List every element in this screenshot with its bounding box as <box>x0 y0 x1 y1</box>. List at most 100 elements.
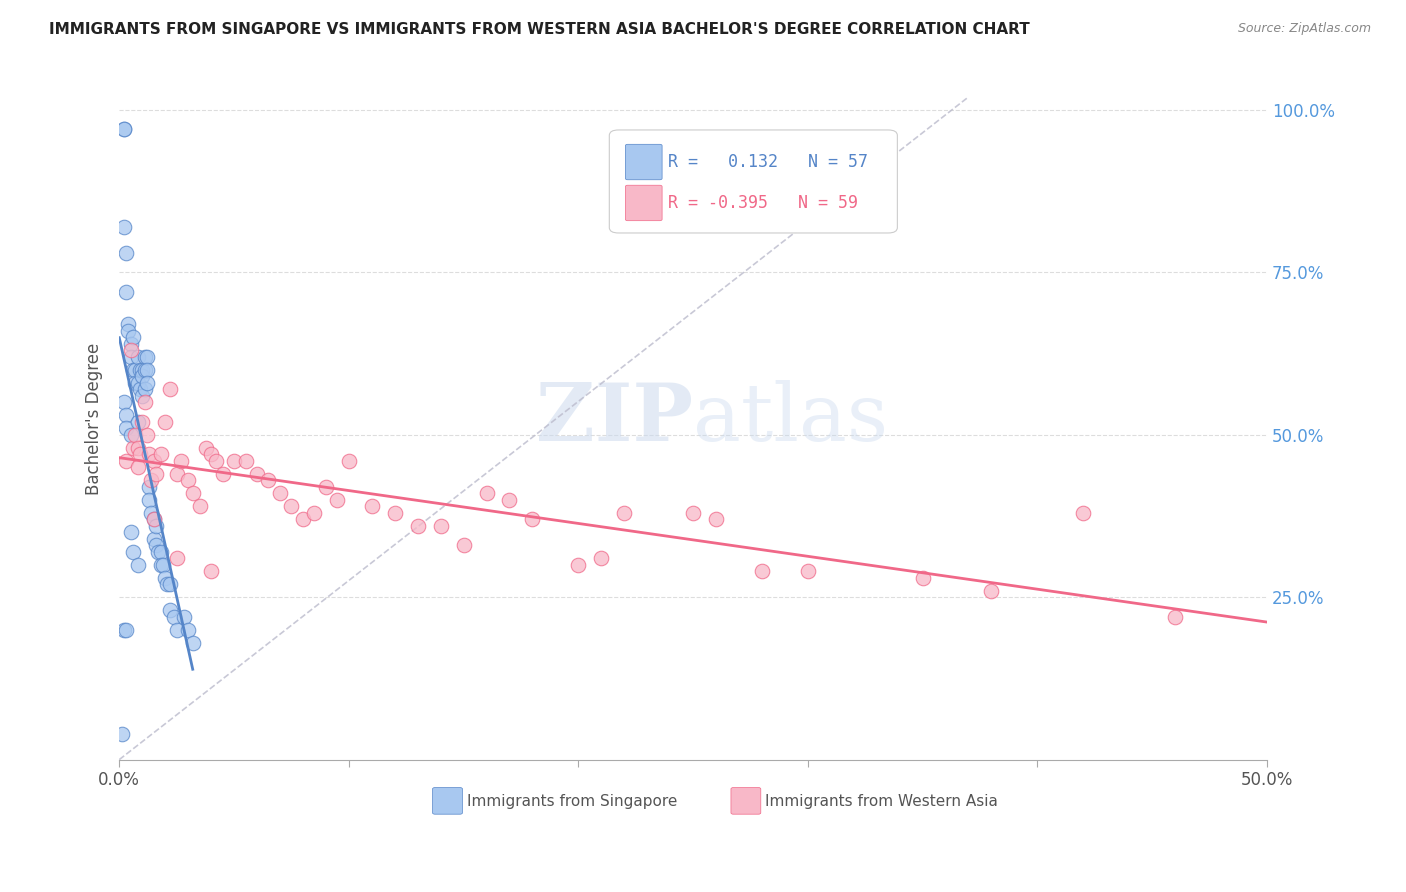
Point <box>131 389 153 403</box>
Point <box>120 336 142 351</box>
Point <box>1164 609 1187 624</box>
FancyBboxPatch shape <box>731 788 761 814</box>
Point <box>181 635 204 649</box>
Point <box>141 506 163 520</box>
Point <box>142 512 165 526</box>
Point <box>120 350 142 364</box>
Point <box>110 726 132 740</box>
Point <box>138 480 160 494</box>
Point <box>134 382 156 396</box>
Point <box>211 467 233 481</box>
Point <box>453 538 475 552</box>
Point <box>120 427 142 442</box>
Point <box>145 538 167 552</box>
Point <box>131 415 153 429</box>
Text: R =   0.132   N = 57: R = 0.132 N = 57 <box>668 153 868 171</box>
Point <box>304 506 326 520</box>
Point <box>120 343 142 358</box>
Point <box>127 376 149 390</box>
Point <box>682 506 704 520</box>
Point <box>117 324 139 338</box>
Point <box>166 551 188 566</box>
Point <box>522 512 544 526</box>
Point <box>129 382 152 396</box>
Point <box>567 558 589 572</box>
Point <box>475 486 498 500</box>
Point <box>149 447 172 461</box>
Point <box>315 480 337 494</box>
Point <box>591 551 613 566</box>
Point <box>797 564 820 578</box>
Point <box>127 558 149 572</box>
Point <box>166 623 188 637</box>
Point <box>173 609 195 624</box>
Point <box>149 558 172 572</box>
Point <box>141 473 163 487</box>
Point <box>498 492 520 507</box>
Point <box>134 363 156 377</box>
Point <box>115 421 138 435</box>
Point <box>112 122 135 136</box>
FancyBboxPatch shape <box>433 788 463 814</box>
Y-axis label: Bachelor's Degree: Bachelor's Degree <box>86 343 103 495</box>
Point <box>360 500 382 514</box>
Point <box>163 609 186 624</box>
Point <box>177 473 200 487</box>
Point <box>326 492 349 507</box>
Point <box>159 382 181 396</box>
Point <box>135 376 157 390</box>
Text: Source: ZipAtlas.com: Source: ZipAtlas.com <box>1237 22 1371 36</box>
Point <box>269 486 291 500</box>
Point <box>122 330 145 344</box>
Text: atlas: atlas <box>693 379 889 458</box>
Point <box>235 454 257 468</box>
Point <box>135 363 157 377</box>
Point <box>142 512 165 526</box>
Point <box>112 395 135 409</box>
Point <box>131 369 153 384</box>
Text: Immigrants from Singapore: Immigrants from Singapore <box>467 794 678 809</box>
Point <box>406 518 429 533</box>
Point <box>122 363 145 377</box>
Point <box>246 467 269 481</box>
Text: IMMIGRANTS FROM SINGAPORE VS IMMIGRANTS FROM WESTERN ASIA BACHELOR'S DEGREE CORR: IMMIGRANTS FROM SINGAPORE VS IMMIGRANTS … <box>49 22 1031 37</box>
Point <box>156 577 179 591</box>
Point <box>145 467 167 481</box>
Point <box>135 350 157 364</box>
Point <box>142 532 165 546</box>
Point <box>138 447 160 461</box>
Point <box>751 564 773 578</box>
Point <box>613 506 636 520</box>
FancyBboxPatch shape <box>626 145 662 180</box>
Point <box>429 518 451 533</box>
Point <box>142 454 165 468</box>
Point <box>177 623 200 637</box>
Point <box>1071 506 1094 520</box>
Point <box>159 603 181 617</box>
Text: Immigrants from Western Asia: Immigrants from Western Asia <box>765 794 998 809</box>
Point <box>124 363 146 377</box>
FancyBboxPatch shape <box>609 130 897 233</box>
Point <box>204 454 226 468</box>
Point <box>127 415 149 429</box>
Point <box>120 525 142 540</box>
Text: R = -0.395   N = 59: R = -0.395 N = 59 <box>668 194 858 212</box>
Point <box>153 571 176 585</box>
Point <box>291 512 314 526</box>
Point <box>195 441 218 455</box>
Point <box>135 427 157 442</box>
Point <box>188 500 211 514</box>
Point <box>170 454 193 468</box>
Point <box>129 447 152 461</box>
Point <box>117 318 139 332</box>
Point <box>166 467 188 481</box>
Point <box>115 454 138 468</box>
Point <box>222 454 245 468</box>
Point <box>980 583 1002 598</box>
Point <box>148 545 170 559</box>
Text: ZIP: ZIP <box>536 379 693 458</box>
Point <box>152 558 174 572</box>
Point <box>149 545 172 559</box>
Point <box>115 623 138 637</box>
Point <box>131 363 153 377</box>
